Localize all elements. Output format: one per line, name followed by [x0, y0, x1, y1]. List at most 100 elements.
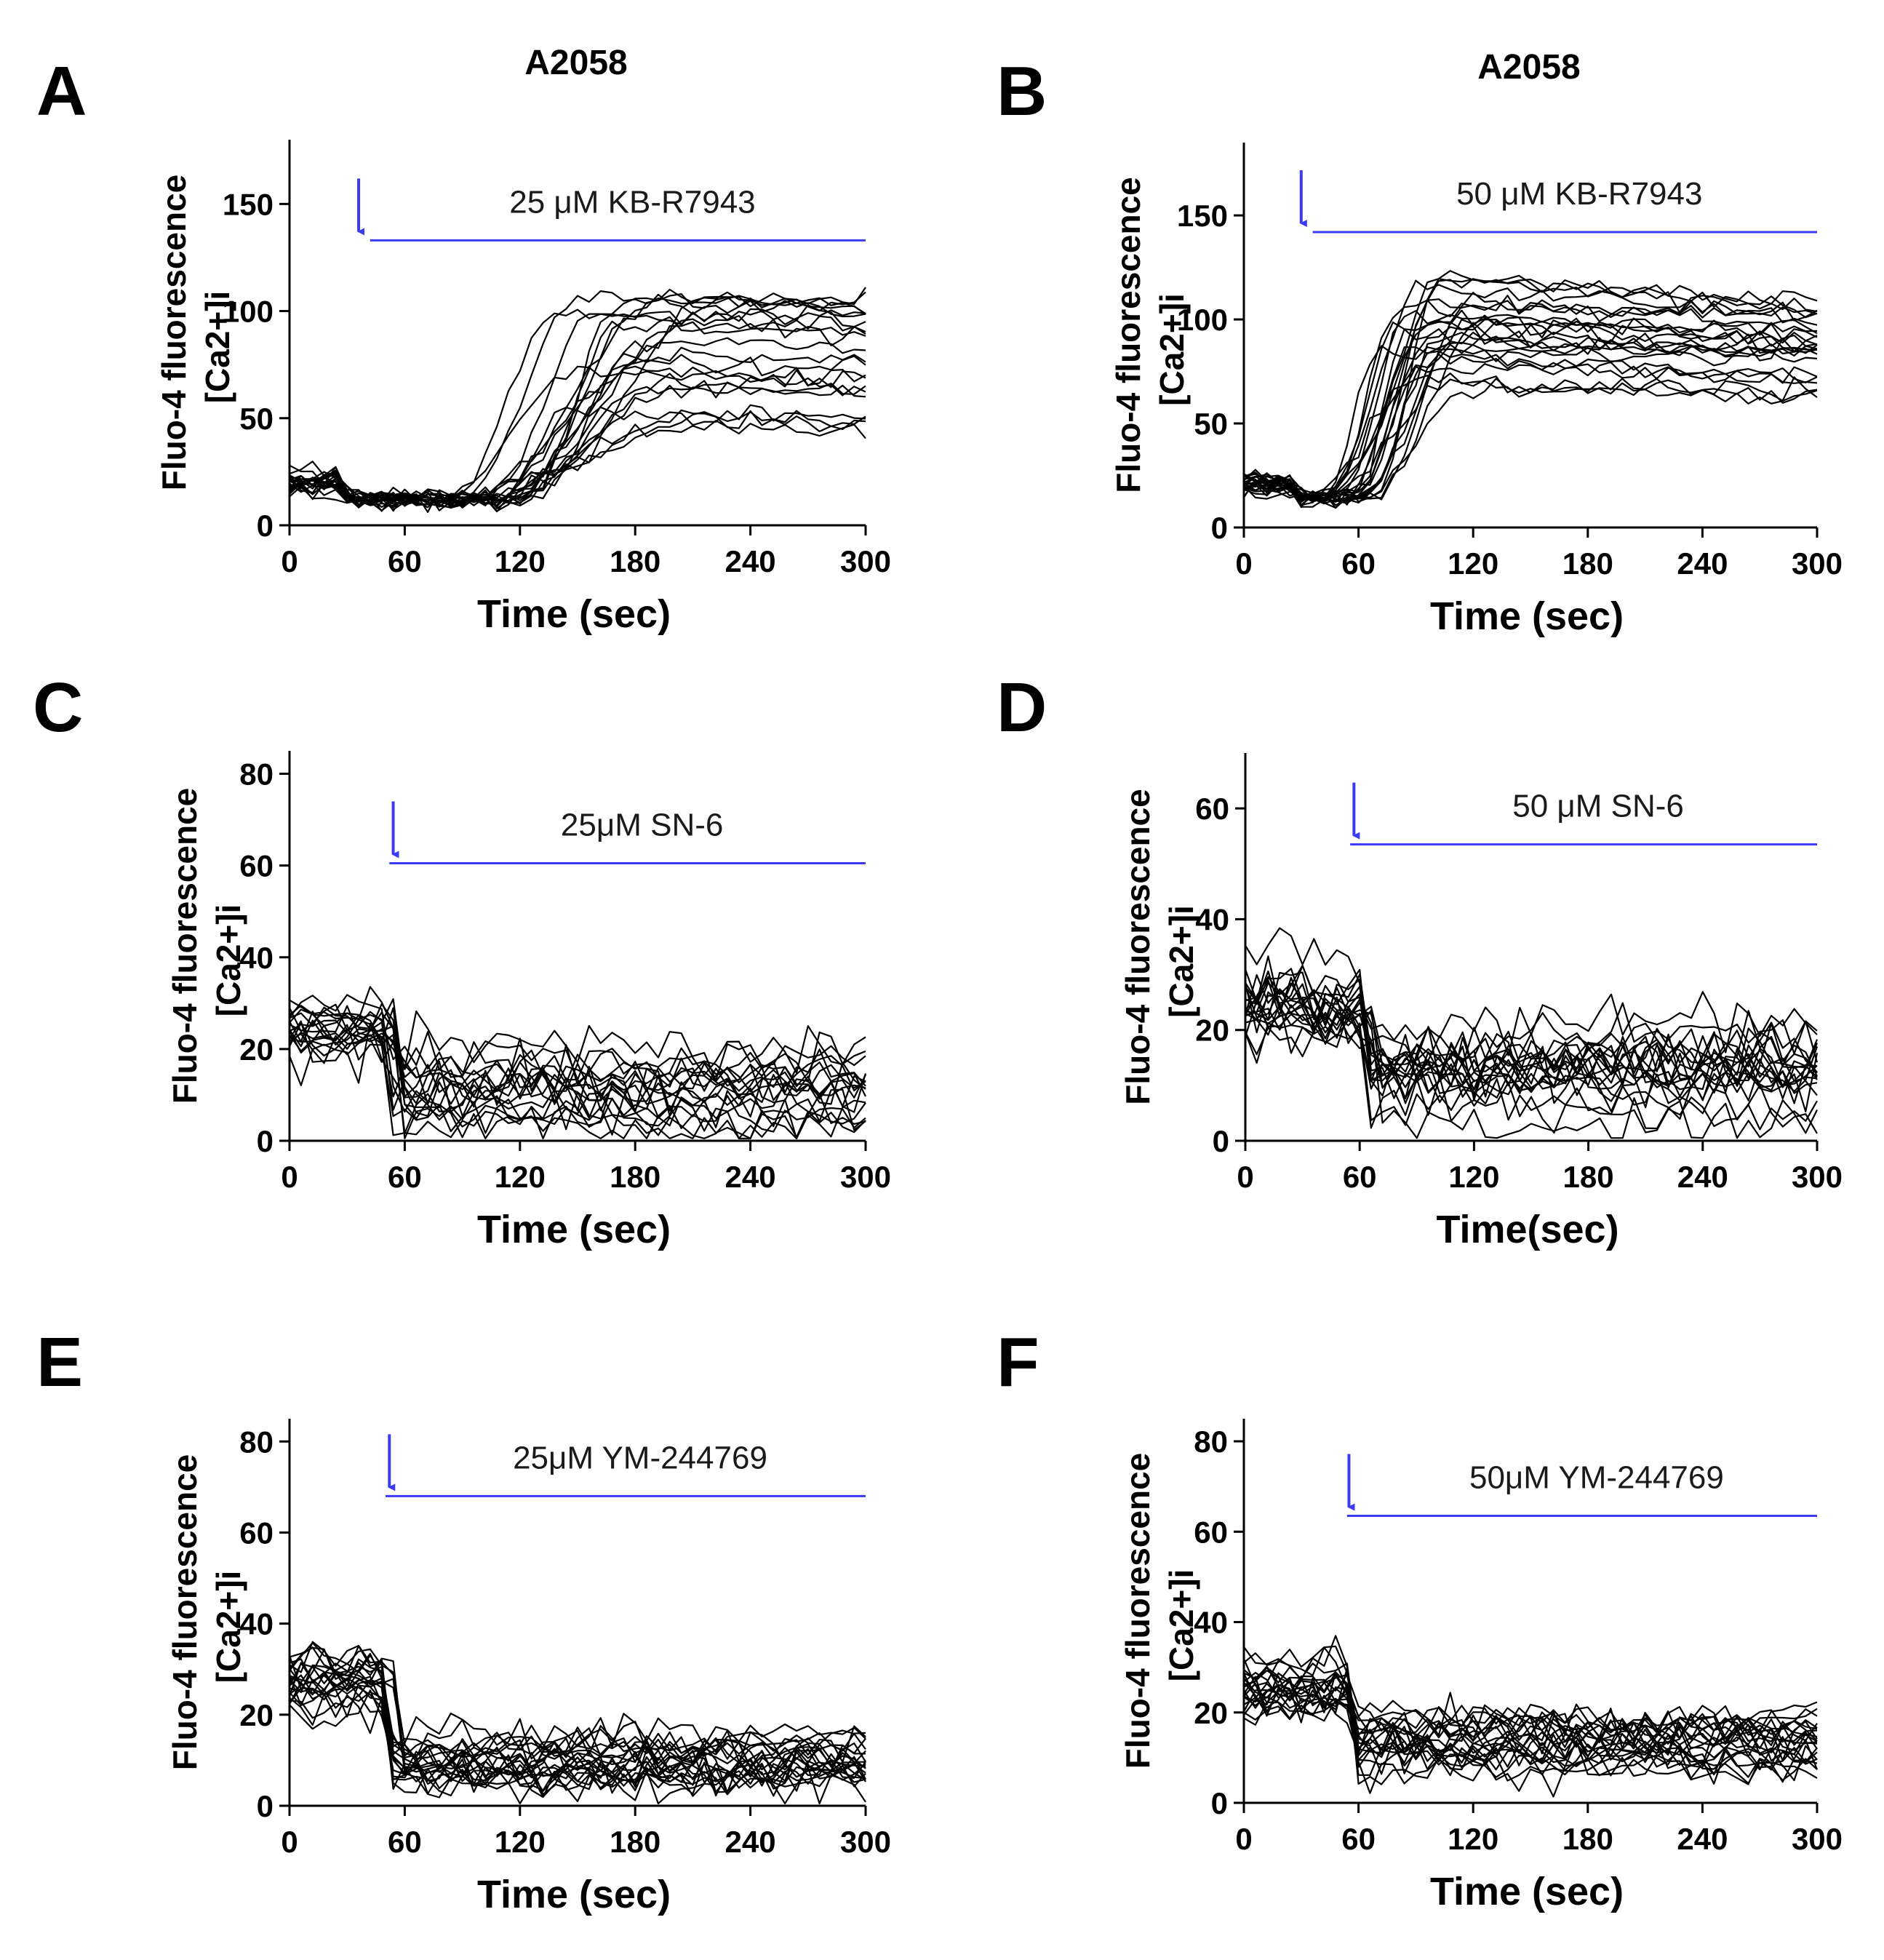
trace-line [1243, 1666, 1818, 1763]
y-tick-label: 80 [239, 1425, 274, 1459]
x-tick-label: 240 [1677, 1822, 1728, 1856]
y-tick-label: 100 [1177, 303, 1228, 337]
trace-line [1243, 279, 1818, 508]
trace-line [1245, 976, 1818, 1134]
x-tick-label: 240 [725, 544, 776, 578]
trace-line [289, 337, 866, 507]
trace-line [289, 384, 866, 513]
panel-b-chart: 0 60 120 180 240 300 0 50 100 150 Time (sec) [Ca2+]… [1109, 143, 1843, 638]
panel-d-chart: 0 60 120 180 240 300 0 20 40 60 Time(sec) [Ca2+]iFl… [1119, 753, 1843, 1251]
x-tick-label: 300 [1792, 1160, 1843, 1194]
y-axis-title-ca: [Ca2+]i [1162, 1569, 1200, 1682]
trace-line [1245, 1001, 1819, 1098]
trace-line [289, 293, 866, 512]
trace-line [289, 1684, 866, 1749]
trace-line [289, 986, 866, 1139]
y-tick-label: 50 [239, 402, 274, 436]
trace-line [289, 1673, 866, 1764]
trace-line [1243, 292, 1818, 509]
treatment-label: 25 μM KB-R7943 [509, 184, 755, 220]
trace-line [289, 1645, 866, 1775]
x-tick-label: 240 [1677, 546, 1728, 581]
x-tick-label: 60 [388, 1825, 422, 1859]
y-axis-title-ca: [Ca2+]i [209, 1571, 247, 1684]
trace-line [1243, 341, 1818, 509]
x-tick-label: 60 [388, 544, 422, 578]
y-tick-label: 150 [1177, 199, 1228, 233]
x-tick-label: 120 [495, 1825, 546, 1859]
panel-letter: E [36, 1323, 83, 1401]
y-tick-label: 0 [1213, 1124, 1229, 1158]
x-tick-label: 180 [1562, 546, 1613, 581]
trace-line [1243, 1682, 1818, 1780]
y-tick-label: 20 [239, 1032, 274, 1067]
y-axis-title-fluo: Fluo-4 fluorescence [166, 788, 204, 1104]
trace-line [289, 1028, 866, 1090]
panel-letter: C [33, 669, 83, 746]
y-tick-label: 60 [1194, 1515, 1228, 1549]
y-axis-title-ca: [Ca2+]i [1153, 293, 1191, 406]
y-axis-title-fluo: Fluo-4 fluorescence [166, 1454, 204, 1771]
x-tick-label: 180 [1563, 1160, 1614, 1194]
panel-a-chart: 0 60 120 180 240 300 0 50 100 150 Time (sec) [Ca2+]… [155, 140, 891, 636]
x-tick-label: 300 [840, 1160, 891, 1194]
y-tick-label: 20 [1195, 1013, 1229, 1048]
y-tick-label: 40 [239, 941, 274, 975]
x-axis-title: Time (sec) [477, 1873, 671, 1916]
y-tick-label: 60 [1195, 792, 1229, 826]
trace-line [1243, 295, 1818, 502]
y-tick-label: 40 [1194, 1606, 1228, 1640]
trace-line [1243, 375, 1818, 496]
y-tick-label: 0 [257, 1789, 274, 1823]
y-axis-title-fluo: Fluo-4 fluorescence [1119, 789, 1157, 1105]
trace-line [1243, 1635, 1818, 1798]
y-tick-label: 100 [223, 295, 274, 329]
trace-line [289, 346, 866, 506]
x-tick-label: 300 [1792, 1822, 1843, 1856]
trace-line [1245, 971, 1818, 1139]
trace-line [289, 304, 866, 511]
trace-line [1243, 319, 1818, 501]
trace-line [289, 1019, 866, 1139]
trace-line [1243, 332, 1818, 503]
trace-line [1243, 373, 1818, 497]
x-tick-label: 180 [610, 1825, 660, 1859]
x-axis-title: Time(sec) [1436, 1208, 1618, 1251]
panel-letter: D [997, 669, 1047, 746]
x-tick-label: 120 [1448, 1822, 1498, 1856]
y-tick-label: 80 [1194, 1425, 1228, 1459]
trace-line [1243, 1668, 1818, 1778]
treatment-label: 50μM YM-244769 [1469, 1460, 1724, 1496]
x-tick-label: 240 [725, 1160, 776, 1194]
panel-f-chart: 0 60 120 180 240 300 0 20 40 60 80 Time (sec) [Ca2+]… [1119, 1419, 1843, 1913]
trace-line [1243, 1662, 1818, 1780]
trace-line [289, 1677, 866, 1775]
x-tick-label: 300 [840, 1825, 891, 1859]
trace-line [1245, 968, 1818, 1104]
trace-line [289, 1011, 866, 1133]
x-tick-label: 240 [1677, 1160, 1728, 1194]
trace-line [1243, 314, 1818, 505]
y-axis-title-ca: [Ca2+]i [1162, 905, 1200, 1018]
x-tick-label: 0 [281, 1160, 298, 1194]
y-tick-label: 150 [223, 187, 274, 221]
panel-letter: F [997, 1323, 1039, 1401]
x-tick-label: 60 [388, 1160, 422, 1194]
cell-line-title: A2058 [524, 44, 627, 82]
x-tick-label: 0 [1235, 1822, 1252, 1856]
trace-line [1243, 310, 1818, 506]
trace-line [1243, 1671, 1818, 1757]
x-axis-title: Time (sec) [1430, 1870, 1624, 1913]
trace-line [1245, 995, 1818, 1109]
trace-line [1245, 927, 1818, 1101]
x-tick-label: 60 [1341, 1822, 1376, 1856]
x-tick-label: 0 [1237, 1160, 1253, 1194]
y-tick-label: 0 [257, 1124, 274, 1158]
x-tick-label: 60 [1343, 1160, 1377, 1194]
y-tick-label: 40 [1195, 902, 1229, 936]
trace-line [289, 321, 866, 506]
x-axis-title: Time (sec) [477, 1208, 671, 1251]
x-tick-label: 120 [495, 544, 546, 578]
trace-line [1245, 991, 1818, 1056]
